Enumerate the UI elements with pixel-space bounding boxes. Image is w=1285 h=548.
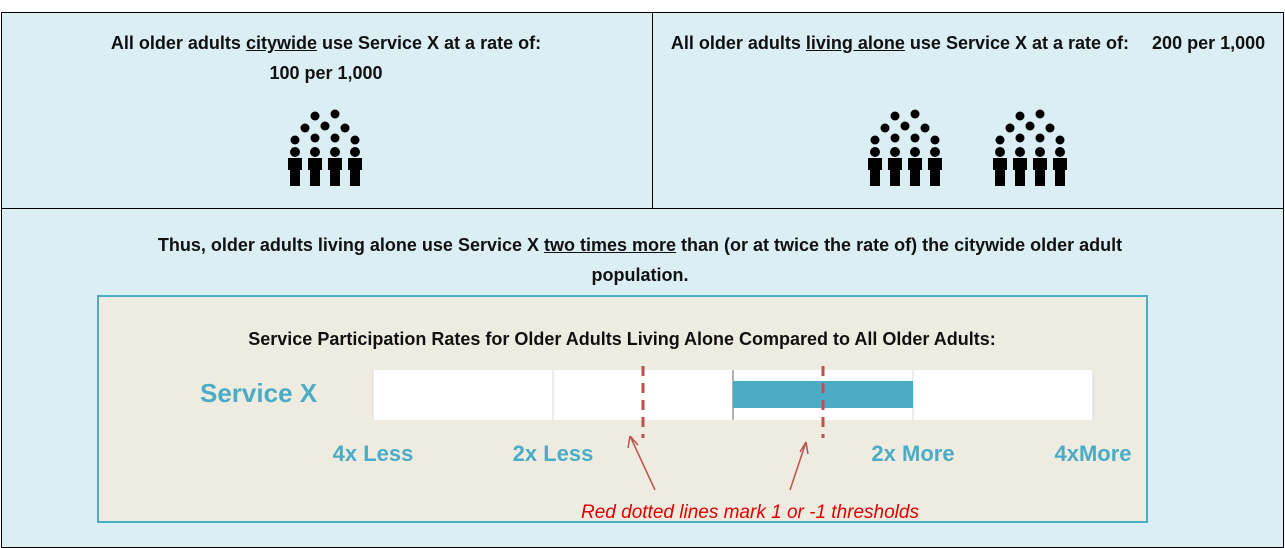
underlined-text: citywide (245, 33, 317, 53)
rate: 100 per 1,000 (269, 63, 383, 83)
text: Thus, older adults living alone use Serv… (157, 235, 545, 255)
conclusion: Thus, older adults living alone use Serv… (120, 230, 1160, 290)
rate: 200 per 1,000 (1152, 33, 1266, 53)
arrow (627, 435, 656, 491)
underlined-text: two times more (544, 235, 677, 255)
underlined-text: living alone (805, 33, 905, 53)
x-tick-label: 2x Less (513, 441, 594, 466)
graphics: Service Participation Rates for Older Ad… (200, 0, 1132, 523)
arrow (789, 441, 809, 491)
cell-text: All older adults living alone use Servic… (668, 28, 1268, 58)
people-icon (288, 110, 362, 187)
people-icon (868, 110, 942, 187)
people-icon (993, 110, 1067, 187)
x-tick-label: 2x More (871, 441, 954, 466)
x-tick-label: 4x Less (333, 441, 414, 466)
chart-title: Service Participation Rates for Older Ad… (248, 329, 995, 349)
text: use Service X at a rate of: (904, 33, 1130, 53)
text: All older adults (670, 33, 806, 53)
text: All older adults (110, 33, 246, 53)
text: use Service X at a rate of: (316, 33, 542, 53)
text: than (or at twice the rate of) the cityw… (591, 235, 1123, 285)
cell-text: All older adults citywide use Service X … (20, 28, 632, 88)
cell (652, 12, 1284, 209)
cell (1, 12, 653, 209)
annotation: Red dotted lines mark 1 or -1 thresholds (581, 502, 919, 523)
category-label: Service X (200, 378, 318, 408)
x-tick-label: 4xMore (1054, 441, 1131, 466)
